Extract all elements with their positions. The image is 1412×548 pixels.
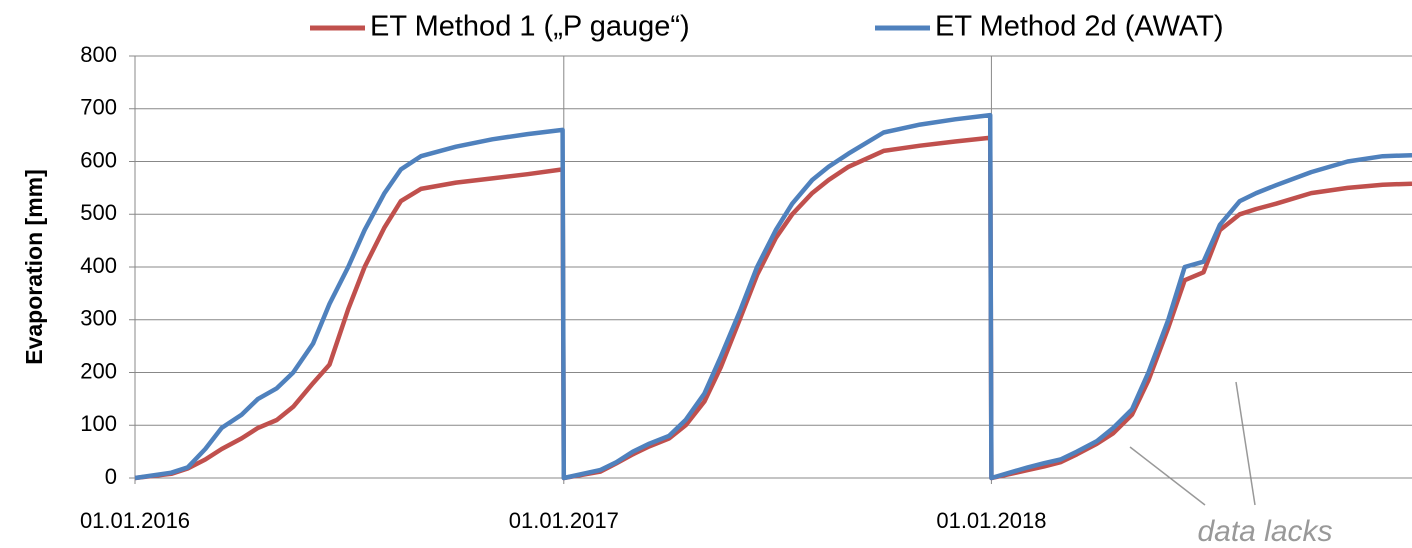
y-tick-label: 700 (80, 95, 117, 120)
x-tick-label: 01.01.2018 (936, 508, 1046, 533)
y-tick-label: 800 (80, 42, 117, 67)
y-tick-label: 200 (80, 358, 117, 383)
annotation-pointer (1129, 446, 1206, 506)
series-line (134, 135, 1412, 481)
y-tick-label: 300 (80, 306, 117, 331)
x-tick-label: 01.01.2016 (80, 508, 190, 533)
y-tick-label: 500 (80, 200, 117, 225)
y-tick-label: 0 (105, 464, 117, 489)
y-axis-title: Evaporation [mm] (21, 169, 47, 365)
series-line (134, 112, 1412, 481)
annotation-pointer (1235, 381, 1256, 506)
y-tick-label: 400 (80, 253, 117, 278)
y-tick-label: 600 (80, 147, 117, 172)
x-tick-label: 01.01.2017 (509, 508, 619, 533)
legend-label: ET Method 2d (AWAT) (935, 11, 1223, 43)
annotation: data lacks (1197, 515, 1332, 548)
y-tick-label: 100 (80, 411, 117, 436)
legend-label: ET Method 1 („P gauge“) (370, 11, 690, 43)
